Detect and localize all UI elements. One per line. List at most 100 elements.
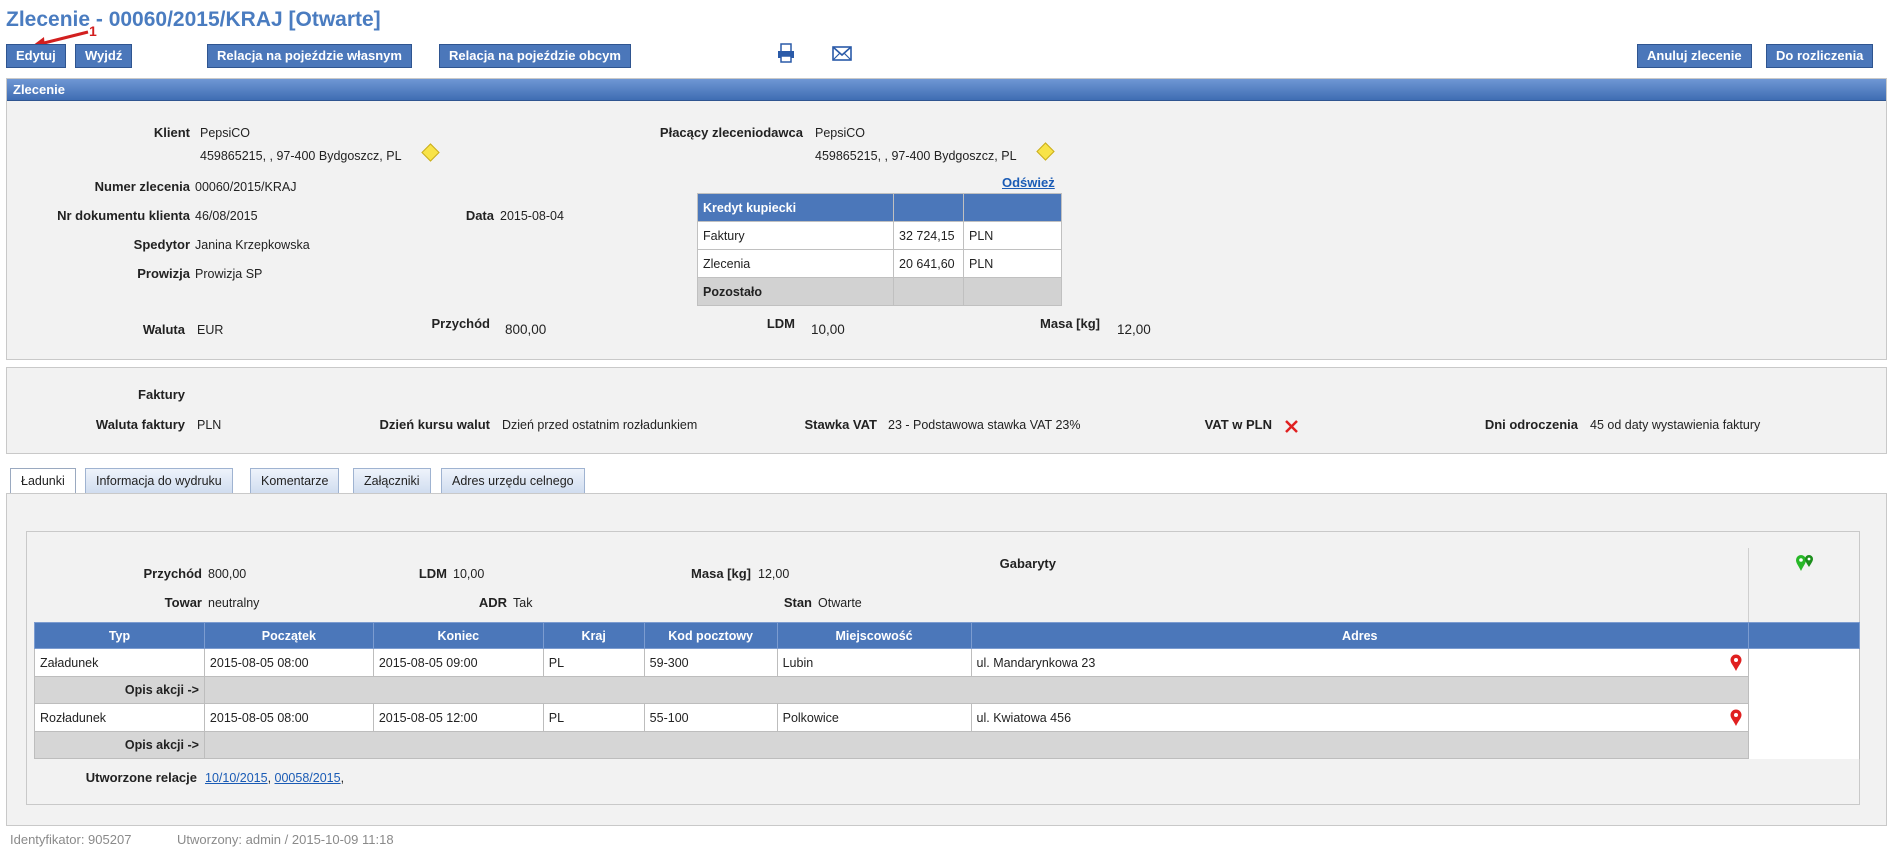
merchant-credit-table: Kredyt kupiecki Faktury 32 724,15 PLN Zl…: [697, 193, 1062, 306]
created-info: Utworzony: admin / 2015-10-09 11:18: [177, 832, 394, 847]
row-address: ul. Kwiatowa 456: [970, 703, 1750, 732]
col-type: Typ: [34, 622, 205, 649]
credit-header: Kredyt kupiecki: [697, 193, 894, 222]
edit-button[interactable]: Edytuj: [6, 44, 66, 68]
load-income-label: Przychód: [143, 566, 202, 581]
route-pins-icon[interactable]: [1795, 553, 1815, 576]
forwarder-label: Spedytor: [133, 237, 190, 252]
action-description-label[interactable]: Opis akcji ->: [34, 731, 205, 759]
row-start: 2015-08-05 08:00: [203, 703, 374, 732]
credit-row-amount: 20 641,60: [893, 249, 964, 278]
currency: EUR: [197, 323, 224, 337]
client-name: PepsiCO: [200, 126, 251, 140]
client-document: 46/08/2015: [195, 209, 258, 223]
payer-address: 459865215, , 97-400 Bydgoszcz, PL: [815, 149, 1017, 163]
col-postcode: Kod pocztowy: [643, 622, 778, 649]
created-relations: 10/10/2015, 00058/2015,: [205, 771, 345, 785]
row-address-text: ul. Mandarynkowa 23: [976, 655, 1096, 670]
invoices-title: Faktury: [138, 387, 185, 402]
relation-link[interactable]: 10/10/2015: [205, 771, 268, 785]
table-row: Zlecenia 20 641,60 PLN: [697, 249, 1062, 278]
deferral-days: 45 od daty wystawienia faktury: [1590, 418, 1761, 432]
credit-row-currency: PLN: [963, 249, 1062, 278]
goods-label: Towar: [164, 595, 202, 610]
row-start: 2015-08-05 08:00: [203, 648, 374, 677]
income: 800,00: [505, 322, 547, 337]
row-postcode: 59-300: [643, 648, 778, 677]
exchange-day: Dzień przed ostatnim rozładunkiem: [502, 418, 698, 432]
page-title: Zlecenie - 00060/2015/KRAJ [Otwarte]: [6, 8, 381, 31]
exchange-day-label: Dzień kursu walut: [379, 417, 490, 432]
map-pin-icon[interactable]: [1730, 709, 1742, 730]
adr-label: ADR: [478, 595, 507, 610]
cancel-order-button[interactable]: Anuluj zlecenie: [1637, 44, 1752, 68]
refresh-link[interactable]: Odśwież: [1002, 175, 1055, 190]
mass: 12,00: [1117, 322, 1151, 337]
tab-print-info[interactable]: Informacja do wydruku: [85, 468, 233, 494]
own-vehicle-relation-button[interactable]: Relacja na pojeździe własnym: [207, 44, 412, 68]
tab-comments[interactable]: Komentarze: [250, 468, 340, 494]
credit-row-name: Zlecenia: [697, 249, 894, 278]
load-income: 800,00: [208, 567, 247, 581]
invoice-panel: [6, 367, 1887, 454]
exit-button[interactable]: Wyjdź: [75, 44, 133, 68]
row-country: PL: [542, 703, 645, 732]
deferral-days-label: Dni odroczenia: [1484, 417, 1578, 432]
table-row: Załadunek 2015-08-05 08:00 2015-08-05 09…: [34, 648, 1860, 704]
dimensions-label: Gabaryty: [999, 556, 1056, 571]
date-value: 2015-08-04: [500, 209, 564, 223]
row-country: PL: [542, 648, 645, 677]
red-x-icon: [1284, 419, 1299, 437]
identifier: Identyfikator: 905207: [10, 832, 132, 847]
row-postcode: 55-100: [643, 703, 778, 732]
currency-label: Waluta: [142, 322, 185, 337]
load-ldm-label: LDM: [418, 566, 447, 581]
credit-row-name: Faktury: [697, 221, 894, 250]
client-address: 459865215, , 97-400 Bydgoszcz, PL: [200, 149, 402, 163]
created-relations-label: Utworzone relacje: [85, 770, 197, 785]
col-end: Koniec: [372, 622, 544, 649]
table-row: Pozostało: [697, 277, 1062, 306]
other-vehicle-relation-button[interactable]: Relacja na pojeździe obcym: [439, 44, 631, 68]
order-panel-header: Zlecenie: [7, 79, 1886, 101]
load-mass-label: Masa [kg]: [691, 566, 751, 581]
forwarder: Janina Krzepkowska: [195, 238, 310, 252]
load-ldm: 10,00: [453, 567, 485, 581]
map-pin-icon[interactable]: [1730, 654, 1742, 675]
adr: Tak: [513, 596, 533, 610]
status-label: Stan: [783, 595, 812, 610]
mass-label: Masa [kg]: [1040, 316, 1100, 331]
tab-ladunki[interactable]: Ładunki: [10, 468, 76, 495]
ldm: 10,00: [811, 322, 845, 337]
action-description-label[interactable]: Opis akcji ->: [34, 676, 205, 704]
row-city: Polkowice: [776, 703, 972, 732]
printer-icon[interactable]: [776, 43, 796, 66]
date-label: Data: [465, 208, 494, 223]
goods: neutralny: [208, 596, 260, 610]
vat-rate-label: Stawka VAT: [804, 417, 877, 432]
envelope-icon[interactable]: [832, 46, 852, 64]
annotation-number: 1: [89, 23, 97, 39]
credit-row-currency: PLN: [963, 221, 1062, 250]
table-row: Opis akcji ->: [34, 676, 1860, 704]
col-city: Miejscowość: [776, 622, 972, 649]
vat-rate: 23 - Podstawowa stawka VAT 23%: [888, 418, 1081, 432]
order-number-label: Numer zlecenia: [94, 179, 190, 194]
vat-pln-label: VAT w PLN: [1204, 417, 1272, 432]
table-row: Opis akcji ->: [34, 731, 1860, 759]
row-address-text: ul. Kwiatowa 456: [976, 710, 1072, 725]
invoice-currency: PLN: [197, 418, 222, 432]
row-type: Załadunek: [34, 648, 205, 677]
col-country: Kraj: [542, 622, 645, 649]
commission-label: Prowizja: [137, 266, 190, 281]
tab-attachments[interactable]: Załączniki: [353, 468, 431, 494]
row-end: 2015-08-05 09:00: [372, 648, 544, 677]
invoice-currency-label: Waluta faktury: [95, 417, 185, 432]
credit-row-amount: 32 724,15: [893, 221, 964, 250]
to-settlement-button[interactable]: Do rozliczenia: [1766, 44, 1874, 68]
row-address: ul. Mandarynkowa 23: [970, 648, 1750, 677]
table-row: Faktury 32 724,15 PLN: [697, 221, 1062, 250]
tab-customs-address[interactable]: Adres urzędu celnego: [441, 468, 585, 494]
credit-remaining-label: Pozostało: [697, 277, 894, 306]
relation-link[interactable]: 00058/2015: [274, 771, 341, 785]
